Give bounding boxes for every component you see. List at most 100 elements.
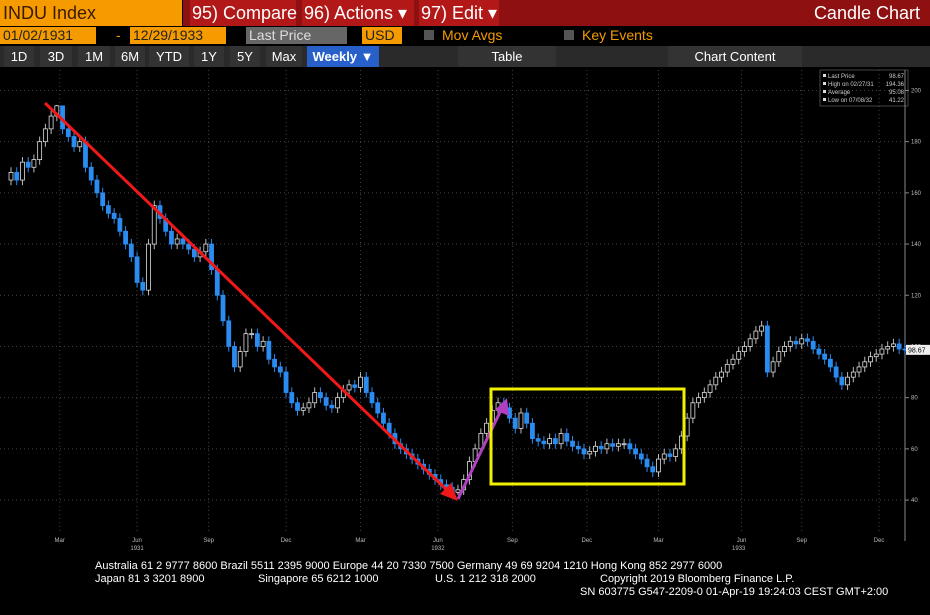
candle-body bbox=[266, 340, 272, 360]
candle-body bbox=[730, 358, 736, 365]
candle-body bbox=[449, 486, 455, 493]
candle-body bbox=[862, 361, 868, 368]
candle-body bbox=[214, 269, 220, 296]
table-button[interactable]: Table bbox=[458, 46, 556, 67]
start-date[interactable]: 01/02/1931 bbox=[0, 27, 96, 44]
actions-menu[interactable]: 96) Actions ▾ bbox=[302, 0, 414, 26]
candle-body bbox=[403, 448, 409, 455]
footer-line: SN 603775 G547-2209-0 01-Apr-19 19:24:03… bbox=[580, 586, 889, 598]
candle-body bbox=[558, 433, 564, 445]
candle-body bbox=[237, 351, 243, 368]
candle-body bbox=[283, 371, 289, 393]
candle-body bbox=[547, 438, 553, 445]
candle-body bbox=[833, 366, 839, 378]
candle-body bbox=[518, 412, 524, 429]
checkbox[interactable] bbox=[424, 30, 434, 40]
x-tick-label: Mar bbox=[355, 538, 365, 544]
end-date[interactable]: 12/29/1933 bbox=[130, 27, 226, 44]
y-tick-label: 120 bbox=[911, 293, 922, 299]
range-button[interactable]: 6M bbox=[115, 46, 145, 67]
candle-body bbox=[146, 243, 151, 291]
candle-body bbox=[254, 333, 260, 347]
candle-body bbox=[787, 340, 793, 347]
legend-swatch bbox=[823, 90, 826, 93]
candle-body bbox=[375, 402, 381, 414]
candle-body bbox=[163, 218, 169, 232]
range-button[interactable]: 1Y bbox=[194, 46, 224, 67]
range-button[interactable]: 1D bbox=[4, 46, 34, 67]
chart-content[interactable]: Chart Content bbox=[668, 46, 802, 67]
currency[interactable]: USD bbox=[362, 27, 402, 44]
range-button[interactable]: Max bbox=[266, 46, 302, 67]
candle-body bbox=[776, 351, 782, 363]
mov-avgs[interactable]: Mov Avgs bbox=[442, 27, 503, 43]
candle-body bbox=[444, 484, 449, 488]
candle-body bbox=[805, 338, 810, 342]
footer-line: U.S. 1 212 318 2000 bbox=[435, 573, 536, 585]
edit-menu[interactable]: 97) Edit ▾ bbox=[419, 0, 499, 26]
candle-body bbox=[747, 338, 753, 347]
candle-body bbox=[25, 161, 31, 168]
candle-body bbox=[581, 448, 587, 455]
candle-body bbox=[415, 458, 421, 465]
legend-value: 41.22 bbox=[889, 98, 905, 104]
range-button[interactable]: 3D bbox=[40, 46, 72, 67]
candle-body bbox=[438, 479, 444, 486]
candle-body bbox=[507, 407, 512, 419]
x-tick-label: Jun bbox=[737, 538, 747, 544]
checkbox[interactable] bbox=[564, 30, 574, 40]
candle-body bbox=[782, 346, 787, 352]
candle-body bbox=[799, 338, 805, 345]
candle-body bbox=[839, 376, 845, 386]
range-button[interactable]: 5Y bbox=[230, 46, 260, 67]
security-field[interactable]: INDU Index bbox=[0, 0, 182, 26]
candle-body bbox=[272, 358, 277, 368]
candle-body bbox=[203, 243, 209, 253]
candle-body bbox=[873, 353, 879, 358]
candle-body bbox=[8, 171, 14, 181]
candle-body bbox=[478, 433, 484, 450]
candle-body bbox=[191, 248, 197, 258]
candle-body bbox=[570, 440, 575, 447]
candle-body bbox=[593, 445, 598, 452]
footer-line: Singapore 65 6212 1000 bbox=[258, 573, 379, 585]
candle-body bbox=[764, 325, 770, 373]
key-events[interactable]: Key Events bbox=[582, 27, 653, 43]
candle-body bbox=[495, 402, 501, 411]
legend-label: Last Price bbox=[828, 74, 855, 80]
candle-body bbox=[295, 402, 300, 411]
candle-body bbox=[615, 443, 621, 447]
candle-body bbox=[42, 128, 48, 143]
range-button[interactable]: 1M bbox=[78, 46, 110, 67]
x-tick-label: Jun bbox=[132, 538, 142, 544]
candle-body bbox=[398, 443, 404, 450]
candle-body bbox=[466, 461, 472, 480]
candle-body bbox=[88, 166, 94, 181]
y-tick-label: 40 bbox=[911, 498, 918, 504]
candle-body bbox=[169, 230, 174, 245]
candle-body bbox=[736, 351, 742, 360]
candle-body bbox=[713, 376, 719, 386]
candle-body bbox=[358, 376, 363, 388]
legend-value: 95.08 bbox=[889, 90, 905, 96]
candle-body bbox=[638, 453, 644, 460]
candle-body bbox=[226, 320, 232, 347]
candle-body bbox=[352, 384, 358, 388]
x-tick-label: Sep bbox=[796, 538, 807, 544]
compare-menu[interactable]: 95) Compare bbox=[190, 0, 297, 26]
candle-body bbox=[128, 243, 134, 258]
legend-box bbox=[819, 69, 909, 107]
legend-label: Average bbox=[828, 90, 851, 96]
period[interactable]: Weekly ▼ bbox=[307, 46, 379, 67]
candle-body bbox=[20, 161, 25, 181]
range-button[interactable]: YTD bbox=[149, 46, 189, 67]
price-field[interactable]: Last Price bbox=[246, 27, 347, 44]
y-tick-label: 140 bbox=[911, 242, 922, 248]
candle-body bbox=[575, 445, 581, 450]
candle-body bbox=[684, 417, 690, 437]
candle-body bbox=[707, 384, 713, 393]
candle-body bbox=[896, 343, 902, 350]
candle-body bbox=[106, 205, 111, 214]
year-label: 1931 bbox=[130, 546, 144, 552]
candle-body bbox=[822, 353, 828, 360]
